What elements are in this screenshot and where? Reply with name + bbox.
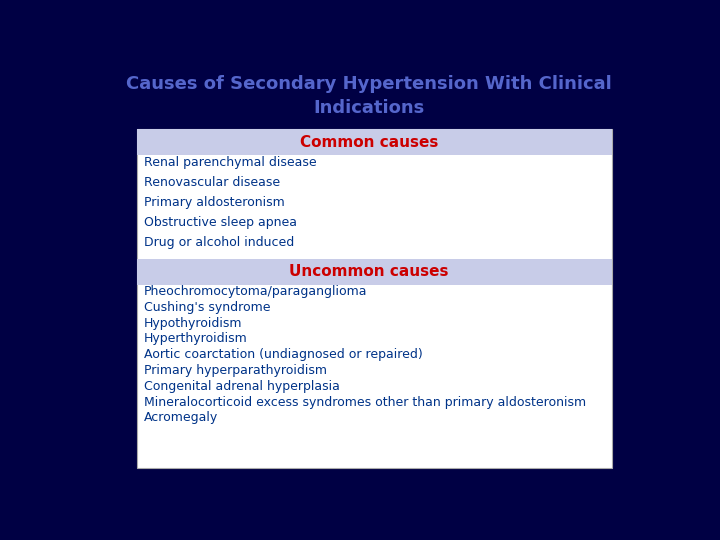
Text: Aortic coarctation (undiagnosed or repaired): Aortic coarctation (undiagnosed or repai… — [144, 348, 423, 361]
Text: Drug or alcohol induced: Drug or alcohol induced — [144, 236, 294, 249]
Text: Primary hyperparathyroidism: Primary hyperparathyroidism — [144, 364, 327, 377]
Text: Common causes: Common causes — [300, 134, 438, 150]
Text: Congenital adrenal hyperplasia: Congenital adrenal hyperplasia — [144, 380, 340, 393]
Text: Uncommon causes: Uncommon causes — [289, 265, 449, 279]
Text: Primary aldosteronism: Primary aldosteronism — [144, 196, 285, 209]
FancyBboxPatch shape — [138, 129, 612, 155]
Text: Renal parenchymal disease: Renal parenchymal disease — [144, 156, 317, 169]
Text: Cushing's syndrome: Cushing's syndrome — [144, 301, 271, 314]
Text: Causes of Secondary Hypertension With Clinical
Indications: Causes of Secondary Hypertension With Cl… — [126, 75, 612, 117]
Text: Acromegaly: Acromegaly — [144, 411, 218, 424]
FancyBboxPatch shape — [138, 129, 612, 468]
Text: Hypothyroidism: Hypothyroidism — [144, 316, 243, 329]
Text: Obstructive sleep apnea: Obstructive sleep apnea — [144, 216, 297, 229]
Text: Pheochromocytoma/paraganglioma: Pheochromocytoma/paraganglioma — [144, 285, 368, 298]
Text: Renovascular disease: Renovascular disease — [144, 176, 280, 189]
Text: Hyperthyroidism: Hyperthyroidism — [144, 332, 248, 345]
Text: Mineralocorticoid excess syndromes other than primary aldosteronism: Mineralocorticoid excess syndromes other… — [144, 395, 586, 409]
FancyBboxPatch shape — [138, 259, 612, 285]
